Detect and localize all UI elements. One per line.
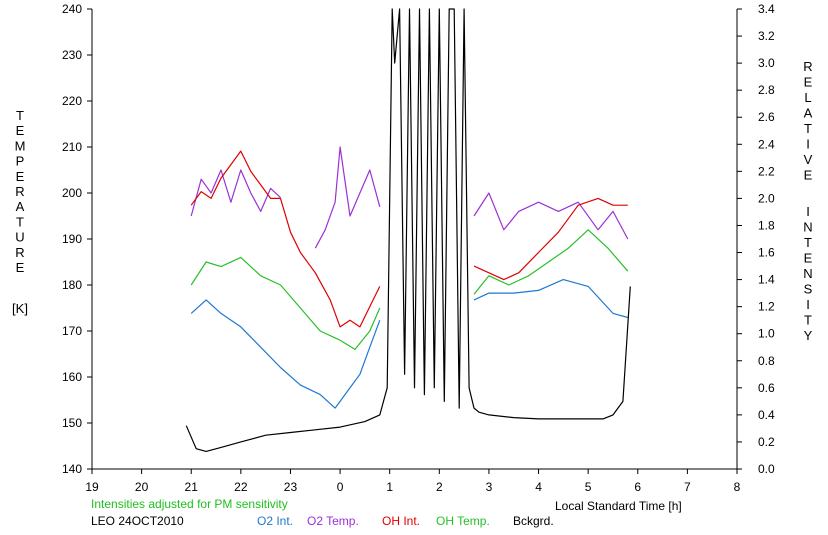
right-tick-label: 1.0 [758, 327, 775, 341]
series-line-oh-temp [473, 229, 629, 295]
x-tick-label: 1 [386, 480, 393, 494]
right-tick-label: 2.6 [758, 110, 775, 124]
left-axis-label-letter: E [16, 169, 25, 184]
left-tick-label: 230 [62, 48, 82, 62]
right-tick-label: 0.8 [758, 354, 775, 368]
left-axis-unit: [K] [12, 301, 28, 316]
right-tick-label: 3.4 [758, 2, 775, 16]
series-layer [185, 8, 631, 452]
right-axis-label-letter: Y [804, 328, 813, 343]
x-tick-label: 3 [486, 480, 493, 494]
right-tick-label: 2.4 [758, 137, 775, 151]
note-text: Intensities adjusted for PM sensitivity [91, 497, 288, 511]
right-tick-label: 1.2 [758, 300, 775, 314]
left-tick-label: 190 [62, 232, 82, 246]
legend-o2-int: O2 Int. [257, 514, 293, 528]
left-axis-label-letter: T [16, 108, 24, 123]
right-axis-label-letter: N [803, 266, 812, 281]
left-axis-label-letter: T [16, 214, 24, 229]
x-tick-label: 20 [135, 480, 149, 494]
left-axis-label-letter: R [15, 184, 24, 199]
left-axis-label-letter: E [16, 123, 25, 138]
series-line-o2-temp [314, 146, 381, 249]
x-tick-label: 5 [585, 480, 592, 494]
x-axis-ticks: 19 20 21 22 23 0 1 2 3 4 5 6 7 8 [85, 469, 741, 494]
legend-oh-int: OH Int. [382, 514, 420, 528]
right-tick-label: 0.6 [758, 381, 775, 395]
legend-bckgrd: Bckgrd. [513, 514, 554, 528]
station-text: LEO 24OCT2010 [91, 514, 184, 528]
series-line-o2-temp [473, 192, 629, 240]
x-tick-label: 6 [634, 480, 641, 494]
x-axis-label: Local Standard Time [h] [555, 499, 682, 513]
plot-frame [91, 9, 738, 470]
right-axis-label-letter: N [803, 220, 812, 235]
right-axis-label-letter: I [806, 204, 810, 219]
legend-o2-temp: O2 Temp. [307, 514, 359, 528]
right-axis-label-letter: I [806, 297, 810, 312]
right-axis-label-letter: S [804, 282, 813, 297]
series-line-bckgrd [185, 8, 631, 452]
right-tick-label: 2.8 [758, 83, 775, 97]
right-tick-label: 0.0 [758, 462, 775, 476]
x-tick-label: 0 [337, 480, 344, 494]
right-tick-label: 1.6 [758, 246, 775, 260]
left-tick-label: 170 [62, 324, 82, 338]
right-axis-label-letter: I [806, 137, 810, 152]
series-line-oh-int [473, 197, 628, 281]
left-tick-label: 200 [62, 186, 82, 200]
left-tick-label: 210 [62, 140, 82, 154]
series-line-o2-temp [190, 169, 281, 217]
right-axis-label-letter: T [804, 235, 812, 250]
x-tick-label: 2 [436, 480, 443, 494]
legend-oh-temp: OH Temp. [436, 514, 490, 528]
right-tick-label: 0.4 [758, 408, 775, 422]
x-tick-label: 4 [535, 480, 542, 494]
right-axis-label-letter: E [804, 75, 813, 90]
left-tick-label: 140 [62, 462, 82, 476]
x-tick-label: 8 [734, 480, 741, 494]
left-axis-label-letter: R [15, 245, 24, 260]
right-axis-label-letter: T [804, 121, 812, 136]
right-axis-label-letter: L [804, 90, 811, 105]
right-axis-label-letter: V [804, 152, 813, 167]
series-line-o2-int [190, 299, 381, 409]
x-tick-label: 23 [284, 480, 298, 494]
left-axis-label-letter: E [16, 260, 25, 275]
right-axis-ticks: 3.4 3.2 3.0 2.8 2.6 2.4 2.2 2.0 1.8 1.6 1.4 1.2 1.0 0… [737, 2, 775, 476]
left-tick-label: 150 [62, 416, 82, 430]
right-axis-label-letter: R [803, 59, 812, 74]
x-tick-label: 22 [234, 480, 248, 494]
right-tick-label: 1.8 [758, 218, 775, 232]
x-tick-label: 21 [185, 480, 199, 494]
left-axis-label-letter: M [15, 138, 26, 153]
right-tick-label: 1.4 [758, 273, 775, 287]
left-tick-label: 220 [62, 94, 82, 108]
left-tick-label: 180 [62, 278, 82, 292]
left-axis-ticks: 240 230 220 210 200 190 180 170 160 150 140 [62, 2, 92, 476]
right-tick-label: 3.2 [758, 29, 775, 43]
right-tick-label: 3.0 [758, 56, 775, 70]
right-tick-label: 0.2 [758, 435, 775, 449]
right-tick-label: 2.0 [758, 191, 775, 205]
left-axis-label-letter: U [15, 230, 24, 245]
right-tick-label: 2.2 [758, 164, 775, 178]
left-tick-label: 160 [62, 370, 82, 384]
series-line-oh-temp [190, 256, 381, 350]
left-axis-label-letter: P [16, 154, 25, 169]
right-axis-label-letter: T [804, 313, 812, 328]
right-axis-label-letter: E [804, 251, 813, 266]
left-axis-label-letter: A [16, 199, 25, 214]
series-line-o2-int [473, 279, 628, 319]
x-tick-label: 7 [684, 480, 691, 494]
right-axis-label-letter: E [804, 168, 813, 183]
right-axis-label-letter: A [804, 106, 813, 121]
series-line-oh-int [190, 150, 381, 328]
left-tick-label: 240 [62, 2, 82, 16]
x-tick-label: 19 [85, 480, 99, 494]
